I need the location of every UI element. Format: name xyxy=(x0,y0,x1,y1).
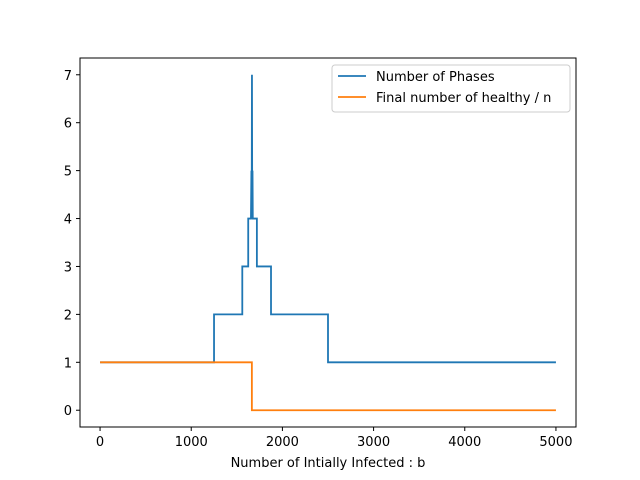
y-tick-label: 1 xyxy=(64,356,72,371)
axes-frame xyxy=(79,57,577,428)
y-tick-label: 0 xyxy=(64,404,72,419)
x-tick-label: 3000 xyxy=(357,435,390,450)
y-tick-label: 4 xyxy=(64,213,72,228)
x-tick-label: 1000 xyxy=(175,435,208,450)
x-tick-label: 2000 xyxy=(266,435,299,450)
y-axis-ticks: 0 1 2 3 4 5 6 7 xyxy=(64,69,80,419)
x-tick-label: 4000 xyxy=(448,435,481,450)
y-tick-label: 5 xyxy=(64,165,72,180)
x-axis-ticks: 0 1000 2000 3000 4000 5000 xyxy=(96,427,572,450)
y-tick-label: 3 xyxy=(64,260,72,275)
legend-box xyxy=(331,64,571,113)
legend-entry: Number of Phases xyxy=(376,70,495,85)
series-line-1 xyxy=(100,74,556,364)
y-tick-label: 6 xyxy=(64,117,72,132)
series-layer xyxy=(100,74,556,412)
legend-entry: Final number of healthy / n xyxy=(376,91,551,106)
x-axis-label: Number of Intially Infected : b xyxy=(231,456,426,471)
series-line-2 xyxy=(100,361,556,412)
x-tick-label: 0 xyxy=(96,435,104,450)
x-tick-label: 5000 xyxy=(539,435,572,450)
y-tick-label: 7 xyxy=(64,69,72,84)
y-tick-label: 2 xyxy=(64,308,72,323)
legend: Number of Phases Final number of healthy … xyxy=(331,64,571,113)
